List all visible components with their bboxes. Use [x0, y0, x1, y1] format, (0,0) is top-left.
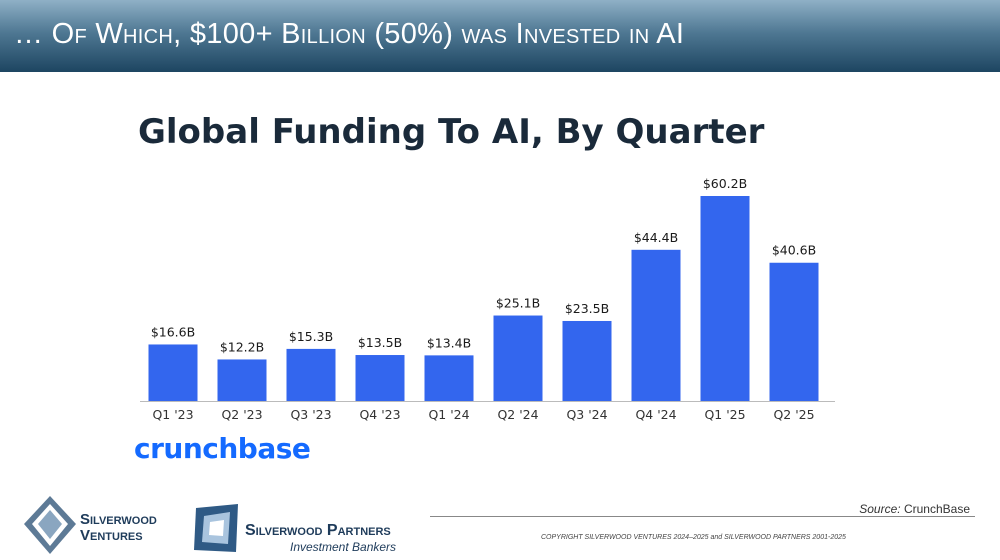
x-tick-label: Q1 '24: [428, 407, 469, 422]
source-value: CrunchBase: [903, 502, 970, 516]
bar: [769, 262, 819, 401]
bar: [355, 355, 405, 401]
silverwood-partners-logo-icon: [194, 504, 238, 552]
data-label: $16.6B: [151, 324, 195, 339]
data-label: $12.2B: [220, 339, 264, 354]
x-tick-label: Q4 '23: [359, 407, 400, 422]
bar: [493, 315, 543, 401]
source-note: Source: CrunchBase: [859, 502, 970, 516]
bar: [148, 344, 198, 401]
x-tick-label: Q4 '24: [635, 407, 676, 422]
data-label: $60.2B: [703, 176, 747, 191]
bar: [424, 355, 474, 401]
slide-title: … Of Which, $100+ Billion (50%) was Inve…: [14, 18, 685, 50]
silverwood-ventures-logo-icon: [24, 496, 76, 554]
x-tick-label: Q1 '23: [152, 407, 193, 422]
x-tick-label: Q2 '25: [773, 407, 814, 422]
chart-title: Global Funding To AI, By Quarter: [138, 112, 765, 152]
crunchbase-logo: crunchbase: [134, 432, 311, 465]
data-label: $15.3B: [289, 329, 333, 344]
copyright-text: COPYRIGHT SILVERWOOD VENTURES 2024–2025 …: [541, 534, 846, 541]
silverwood-partners-logo-text: Silverwood Partners: [245, 522, 391, 539]
data-label: $23.5B: [565, 301, 609, 316]
data-label: $13.5B: [358, 335, 402, 350]
data-label: $40.6B: [772, 243, 816, 258]
data-label: $25.1B: [496, 296, 540, 311]
x-tick-label: Q2 '24: [497, 407, 538, 422]
silverwood-ventures-logo-text: Silverwood Ventures: [80, 511, 157, 544]
silverwood-partners-tagline: Investment Bankers: [290, 540, 397, 554]
bar: [631, 249, 681, 401]
x-tick-label: Q2 '23: [221, 407, 262, 422]
x-tick-label: Q3 '24: [566, 407, 607, 422]
header-bar: … Of Which, $100+ Billion (50%) was Inve…: [0, 0, 1000, 72]
x-tick-label: Q3 '23: [290, 407, 331, 422]
bar: [286, 348, 336, 401]
bar: [562, 320, 612, 401]
bar: [700, 196, 750, 401]
x-tick-label: Q1 '25: [704, 407, 745, 422]
footer-divider: [430, 516, 975, 517]
data-label: $13.4B: [427, 335, 471, 350]
source-label: Source:: [859, 502, 901, 516]
bar: [217, 359, 267, 401]
data-label: $44.4B: [634, 230, 678, 245]
